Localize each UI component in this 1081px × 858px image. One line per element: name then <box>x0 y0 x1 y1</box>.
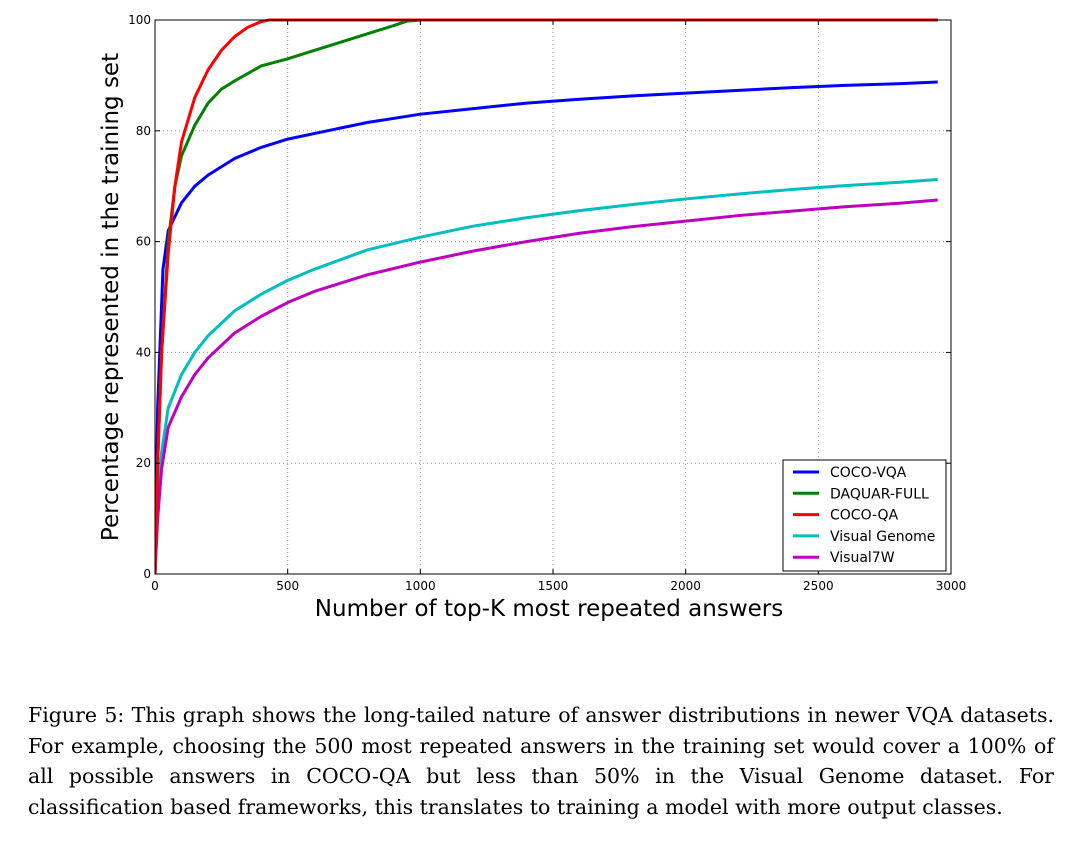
y-tick-label: 100 <box>128 13 151 27</box>
y-tick-label: 40 <box>136 345 151 359</box>
series-line-coco-vqa <box>155 80 938 574</box>
x-tick-label: 3000 <box>936 579 967 593</box>
legend-label: DAQUAR-FULL <box>830 486 929 502</box>
x-axis-title: Number of top-K most repeated answers <box>315 596 783 622</box>
y-axis-title: Percentage represented in the training s… <box>98 53 124 541</box>
legend-label: Visual Genome <box>830 529 935 545</box>
x-tick-label: 2000 <box>670 579 701 593</box>
axis-ticks: 0 500 1000 1500 2000 2500 3000 0 20 40 60 80 100 <box>128 13 966 593</box>
y-tick-label: 80 <box>136 124 151 138</box>
grid-lines <box>155 20 951 574</box>
series-line-coco-qa <box>155 18 938 574</box>
x-tick-label: 1000 <box>405 579 436 593</box>
legend-label: COCO-VQA <box>830 465 907 481</box>
y-tick-label: 0 <box>143 567 151 581</box>
x-tick-label: 500 <box>276 579 299 593</box>
figure-caption: Figure 5: This graph shows the long-tail… <box>28 703 1054 819</box>
x-tick-label: 0 <box>151 579 159 593</box>
series-line-visual7w <box>155 198 938 574</box>
series-lines <box>155 18 938 574</box>
legend-label: COCO-QA <box>830 508 899 524</box>
y-tick-label: 20 <box>136 456 151 470</box>
y-tick-label: 60 <box>136 235 151 249</box>
x-tick-label: 2500 <box>803 579 834 593</box>
legend-label: Visual7W <box>830 550 895 566</box>
series-line-visual-genome <box>155 178 938 574</box>
legend: COCO-VQA DAQUAR-FULL COCO-QA Visual Genome V… <box>782 459 947 572</box>
x-tick-label: 1500 <box>538 579 569 593</box>
line-chart: 0 500 1000 1500 2000 2500 3000 0 20 40 60 80 100 Num… <box>98 13 966 622</box>
